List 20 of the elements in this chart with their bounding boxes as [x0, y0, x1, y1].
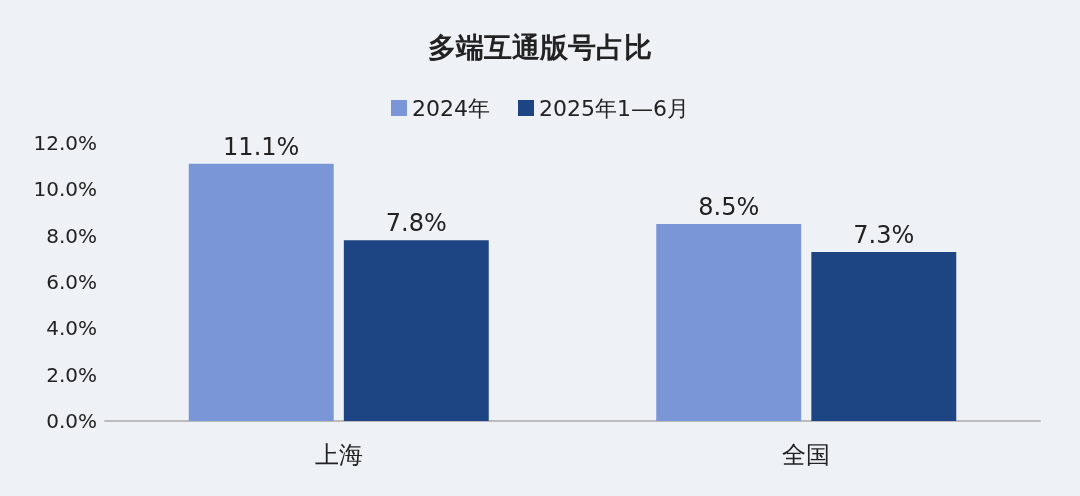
- y-tick-label: 0.0%: [46, 409, 97, 433]
- data-label: 7.3%: [853, 220, 915, 249]
- y-tick-label: 2.0%: [46, 362, 97, 387]
- data-label: 8.5%: [698, 193, 760, 222]
- data-label: 11.1%: [223, 132, 300, 161]
- bar: [656, 224, 802, 421]
- bar: [811, 251, 957, 421]
- x-tick-label: 全国: [782, 441, 831, 469]
- chart-title: 多端互通版号占比: [428, 30, 652, 64]
- y-tick-label: 10.0%: [33, 177, 97, 202]
- y-tick-label: 4.0%: [46, 316, 97, 341]
- data-label: 7.8%: [385, 209, 447, 238]
- y-tick-label: 6.0%: [46, 270, 97, 294]
- x-tick-label: 上海: [314, 441, 363, 469]
- legend-label: 2025年1—6月: [539, 95, 689, 121]
- bar: [343, 240, 489, 421]
- y-tick-label: 8.0%: [46, 223, 97, 248]
- legend-label: 2024年: [412, 95, 491, 121]
- bar: [188, 163, 334, 421]
- y-tick-label: 12.0%: [33, 131, 97, 155]
